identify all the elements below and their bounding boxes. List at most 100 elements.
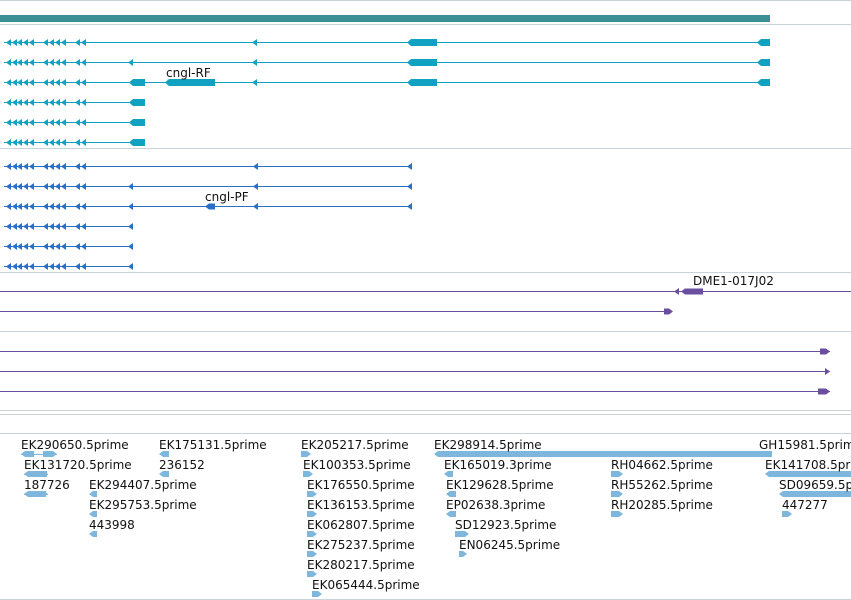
strand-arrow-icon	[81, 79, 86, 86]
strand-arrow-icon	[407, 183, 412, 190]
strand-arrow-icon	[128, 263, 133, 270]
est-feature[interactable]	[782, 511, 792, 517]
exon-block[interactable]	[757, 39, 770, 46]
est-feature[interactable]	[434, 451, 770, 457]
strand-arrow-icon	[75, 39, 80, 46]
est-feature[interactable]	[89, 491, 97, 497]
strand-arrow-icon	[17, 99, 22, 106]
strand-arrow-icon	[128, 243, 133, 250]
strand-arrow-icon	[75, 243, 80, 250]
est-feature[interactable]	[159, 451, 169, 457]
est-feature[interactable]	[301, 451, 311, 457]
est-feature[interactable]	[765, 471, 851, 477]
strand-arrow-icon	[29, 59, 34, 66]
strand-arrow-icon	[43, 139, 48, 146]
strand-arrow-icon	[128, 223, 133, 230]
est-feature[interactable]	[307, 511, 317, 517]
est-feature[interactable]	[457, 531, 469, 537]
strand-arrow-icon	[49, 263, 54, 270]
strand-arrow-icon	[6, 223, 11, 230]
strand-arrow-icon	[61, 223, 66, 230]
strand-arrow-icon	[29, 119, 34, 126]
exon-block[interactable]	[757, 79, 770, 86]
strand-arrow-icon	[43, 119, 48, 126]
strand-arrow-icon	[128, 59, 133, 66]
strand-arrow-icon	[49, 183, 54, 190]
est-feature[interactable]	[303, 471, 313, 477]
strand-arrow-icon	[17, 263, 22, 270]
strand-arrow-icon	[75, 99, 80, 106]
strand-arrow-icon	[55, 59, 60, 66]
strand-arrow-icon	[55, 163, 60, 170]
strand-arrow-icon	[6, 163, 11, 170]
strand-arrow-icon	[12, 99, 17, 106]
est-feature[interactable]	[159, 471, 169, 477]
strand-arrow-icon	[75, 119, 80, 126]
est-feature[interactable]	[446, 491, 456, 497]
strand-arrow-icon	[75, 59, 80, 66]
est-feature[interactable]	[763, 451, 772, 457]
exon-block[interactable]	[205, 203, 215, 210]
est-feature[interactable]	[89, 531, 97, 537]
est-feature[interactable]	[444, 471, 453, 477]
transcript-label-rf: cngl-RF	[166, 66, 211, 80]
strand-arrow-icon	[75, 163, 80, 170]
strand-arrow-icon	[407, 203, 412, 210]
strand-arrow-icon	[23, 139, 28, 146]
exon-block[interactable]	[818, 388, 830, 395]
strand-arrow-icon	[55, 203, 60, 210]
strand-arrow-icon	[252, 79, 257, 86]
strand-arrow-icon	[29, 163, 34, 170]
strand-arrow-icon	[43, 59, 48, 66]
strand-arrow-icon	[17, 203, 22, 210]
strand-arrow-icon	[75, 223, 80, 230]
est-label: EK062807.5prime	[307, 518, 415, 532]
strand-arrow-icon	[61, 119, 66, 126]
exon-block[interactable]	[407, 79, 437, 86]
exon-block[interactable]	[165, 79, 215, 86]
est-feature[interactable]	[307, 531, 317, 537]
gene-bar[interactable]	[0, 15, 770, 22]
est-feature[interactable]	[611, 491, 623, 497]
strand-arrow-icon	[61, 79, 66, 86]
strand-arrow-icon	[17, 183, 22, 190]
est-label: EK175131.5prime	[159, 438, 267, 452]
exon-block[interactable]	[407, 39, 437, 46]
est-feature[interactable]	[89, 511, 97, 517]
strand-arrow-icon	[825, 368, 830, 375]
est-feature[interactable]	[312, 591, 322, 597]
strand-arrow-icon	[55, 263, 60, 270]
exon-block[interactable]	[820, 348, 830, 355]
strand-arrow-icon	[75, 139, 80, 146]
exon-block[interactable]	[129, 139, 145, 146]
est-feature[interactable]	[611, 511, 623, 517]
exon-block[interactable]	[129, 99, 145, 106]
exon-block[interactable]	[129, 119, 145, 126]
exon-block[interactable]	[129, 79, 145, 86]
exon-block[interactable]	[757, 59, 770, 66]
est-feature[interactable]	[611, 471, 623, 477]
exon-block[interactable]	[681, 288, 703, 295]
exon-block[interactable]	[664, 308, 673, 315]
strand-arrow-icon	[17, 243, 22, 250]
est-label: EP02638.3prime	[446, 498, 546, 512]
est-feature[interactable]	[307, 491, 317, 497]
strand-arrow-icon	[23, 59, 28, 66]
est-feature[interactable]	[459, 551, 467, 557]
strand-arrow-icon	[23, 243, 28, 250]
strand-arrow-icon	[23, 39, 28, 46]
strand-arrow-icon	[49, 99, 54, 106]
est-label: GH15981.5prime	[759, 438, 851, 452]
est-feature[interactable]	[779, 491, 851, 497]
strand-arrow-icon	[12, 59, 17, 66]
strand-arrow-icon	[81, 99, 86, 106]
est-label: EK165019.3prime	[444, 458, 552, 472]
est-label: EK176550.5prime	[307, 478, 415, 492]
est-feature[interactable]	[307, 551, 317, 557]
est-label: 236152	[159, 458, 205, 472]
est-feature[interactable]	[446, 511, 456, 517]
exon-block[interactable]	[407, 59, 437, 66]
est-feature[interactable]	[307, 571, 317, 577]
strand-arrow-icon	[49, 203, 54, 210]
